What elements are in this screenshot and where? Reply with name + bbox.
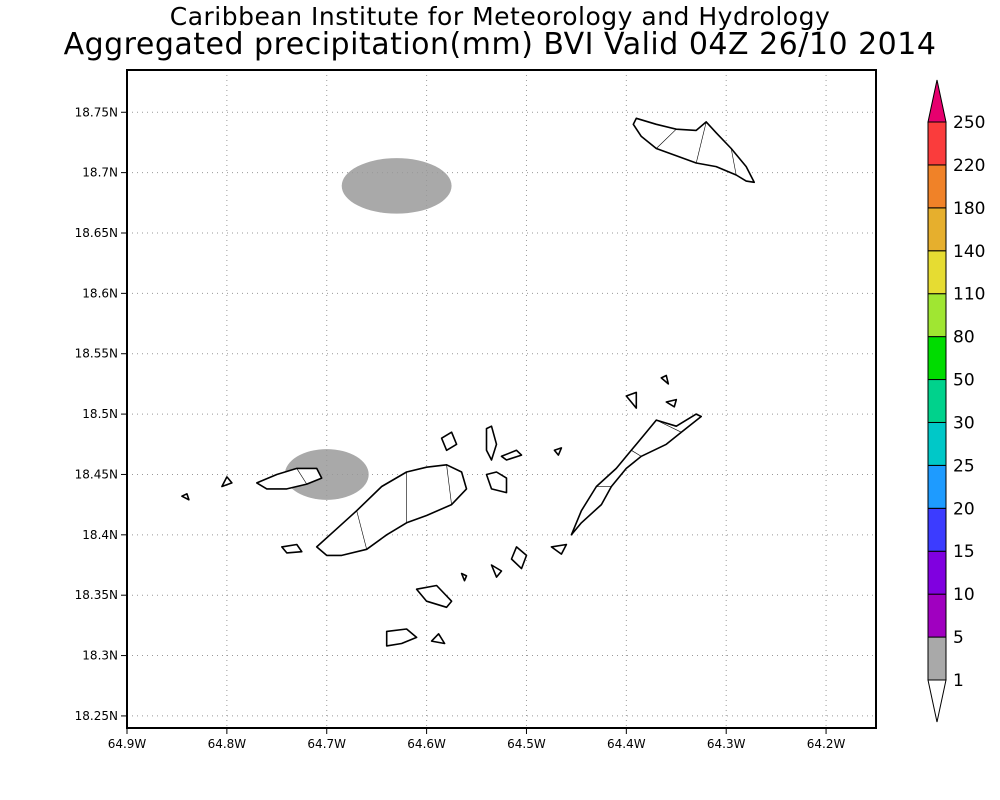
lat-tick-label: 18.65N — [75, 226, 118, 240]
lat-tick-label: 18.25N — [75, 709, 118, 723]
lat-tick-label: 18.6N — [82, 286, 118, 300]
colorbar-label: 50 — [953, 371, 975, 391]
lon-tick-label: 64.4W — [607, 737, 646, 751]
island-jost-van-dyke — [255, 467, 323, 490]
island-mesh-line — [256, 482, 267, 490]
island-mesh-line — [441, 438, 447, 451]
colorbar-label: 15 — [953, 542, 975, 562]
chart-subtitle: Aggregated precipitation(mm) BVI Valid 0… — [63, 27, 937, 62]
lat-tick-label: 18.55N — [75, 347, 118, 361]
island-mesh-line — [631, 450, 642, 457]
lat-tick-label: 18.4N — [82, 528, 118, 542]
colorbar-swatch — [927, 464, 947, 509]
island-mesh-line — [356, 510, 367, 550]
island-mesh-line — [461, 573, 465, 581]
island-mesh-line — [501, 456, 507, 461]
lon-tick-label: 64.2W — [807, 737, 846, 751]
colorbar-swatch — [927, 164, 947, 209]
island-mesh-line — [661, 377, 669, 385]
colorbar-label: 30 — [953, 413, 975, 433]
island-mesh-line — [486, 474, 492, 490]
colorbar-max-arrow — [927, 79, 947, 123]
colorbar-swatch — [927, 207, 947, 252]
lat-tick-label: 18.75N — [75, 105, 118, 119]
colorbar-label: 80 — [953, 328, 975, 348]
island-mesh-line — [446, 464, 452, 505]
island-mesh-line — [554, 450, 559, 456]
colorbar-label: 180 — [953, 199, 985, 219]
plot-frame — [126, 69, 877, 729]
colorbar-label: 20 — [953, 499, 975, 519]
lat-tick-label: 18.35N — [75, 588, 118, 602]
precip-area-2 — [284, 449, 369, 500]
island-mesh-line — [281, 546, 288, 554]
colorbar-min-arrow — [927, 679, 947, 723]
island-mesh-line — [551, 546, 562, 555]
island-mesh-line — [221, 482, 232, 487]
island-mesh-line — [416, 588, 427, 602]
lat-tick-label: 18.3N — [82, 649, 118, 663]
map-layer: 64.9W 64.8W 64.7W 64.6W 64.5W 64.4W 64.3W 64.2W… — [75, 69, 877, 751]
lat-tick-label: 18.5N — [82, 407, 118, 421]
lon-tick-label: 64.5W — [507, 737, 546, 751]
colorbar-swatch — [927, 421, 947, 466]
island-mesh-line — [666, 401, 675, 408]
colorbar-swatch — [927, 293, 947, 338]
colorbar-label: 1 — [953, 671, 964, 691]
lat-tick-label: 18.45N — [75, 467, 118, 481]
island-mesh-line — [656, 419, 682, 433]
lat-tick-label: 18.7N — [82, 166, 118, 180]
colorbar-label: 140 — [953, 242, 985, 262]
island-mesh-line — [633, 118, 637, 125]
island-mesh-line — [695, 121, 707, 164]
colorbar-label: 10 — [953, 585, 975, 605]
island-mesh-line — [730, 148, 737, 176]
colorbar-swatch — [927, 121, 947, 166]
colorbar-swatch — [927, 379, 947, 423]
island-mesh-line — [296, 468, 308, 485]
island-virgin-gorda — [570, 413, 703, 536]
colorbar-label: 220 — [953, 156, 985, 176]
island-mesh-line — [181, 495, 190, 501]
colorbar-swatch — [927, 250, 947, 295]
precip-area-1 — [341, 158, 452, 214]
island-mesh-line — [626, 395, 637, 409]
colorbar-swatch — [927, 336, 947, 381]
colorbar-swatch — [927, 550, 947, 595]
lon-tick-label: 64.7W — [307, 737, 346, 751]
lon-tick-label: 64.8W — [208, 737, 247, 751]
lon-tick-label: 64.9W — [108, 737, 147, 751]
colorbar-swatch — [927, 507, 947, 552]
lon-tick-label: 64.6W — [407, 737, 446, 751]
island-mesh-line — [491, 564, 497, 578]
colorbar-label: 5 — [953, 628, 964, 648]
island-tortola — [315, 463, 468, 557]
colorbar-swatch — [927, 636, 947, 681]
colorbar-label: 250 — [953, 113, 985, 133]
colorbar-label: 110 — [953, 285, 985, 305]
island-mesh-line — [431, 640, 445, 644]
island-anegada — [632, 117, 756, 184]
colorbar-swatch — [927, 593, 947, 638]
plot-background — [127, 70, 876, 728]
island-mesh-line — [656, 128, 677, 149]
island-mesh-line — [571, 522, 582, 536]
colorbar-label: 25 — [953, 456, 975, 476]
island-mesh-line — [316, 546, 327, 556]
island-mesh-line — [511, 546, 517, 560]
chart-title: Caribbean Institute for Meteorology and … — [169, 2, 831, 31]
lon-tick-label: 64.3W — [707, 737, 746, 751]
